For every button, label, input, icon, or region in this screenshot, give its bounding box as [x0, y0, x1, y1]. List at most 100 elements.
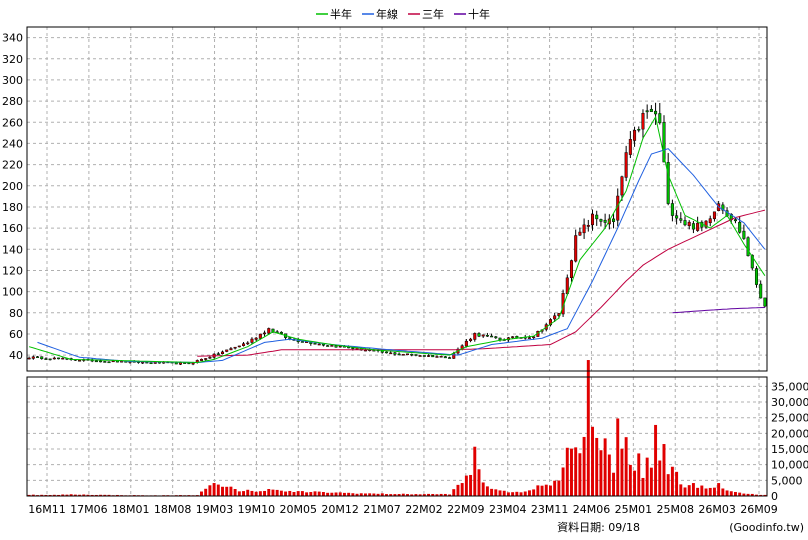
volume-bar	[40, 494, 44, 496]
candle-body	[582, 224, 586, 234]
candle-body	[742, 230, 746, 239]
candle-body	[586, 225, 590, 227]
x-tick-label: 19M03	[196, 503, 234, 516]
volume-bar	[427, 493, 431, 496]
volume-bar	[607, 454, 611, 496]
volume-bar	[258, 491, 262, 496]
candle-body	[527, 337, 531, 339]
candle-body	[233, 346, 237, 349]
x-tick-label: 18M01	[112, 503, 150, 516]
candle-body	[481, 334, 485, 337]
volume-bar	[439, 493, 443, 496]
volume-bar	[742, 493, 746, 496]
candle-body	[620, 176, 624, 196]
candle-body	[216, 353, 220, 355]
candle-body	[628, 139, 632, 155]
volume-bar	[675, 471, 679, 496]
volume-bar	[721, 488, 725, 496]
volume-tick-label: 20,000	[771, 427, 808, 440]
volume-tick-label: 35,000	[771, 380, 808, 393]
volume-bar	[422, 494, 426, 496]
candle-body	[448, 357, 452, 359]
candle-body	[288, 337, 292, 340]
volume-bar	[746, 493, 750, 496]
volume-bar	[557, 480, 561, 496]
volume-bar	[82, 494, 86, 496]
volume-bar	[561, 467, 565, 496]
volume-bar	[696, 487, 700, 496]
volume-bar	[620, 448, 624, 496]
candle-body	[733, 219, 737, 222]
volume-tick-label: 0	[771, 490, 778, 503]
volume-bar	[389, 494, 393, 496]
volume-bar	[99, 494, 103, 496]
volume-bar	[305, 492, 309, 496]
volume-bar	[401, 493, 405, 496]
candle-body	[27, 357, 31, 360]
candle-body	[532, 336, 536, 339]
volume-bar	[515, 491, 519, 496]
candle-body	[439, 355, 443, 358]
legend-label-half: 半年	[330, 7, 352, 21]
x-tick-label: 24M06	[573, 503, 611, 516]
volume-bar	[498, 490, 502, 496]
volume-tick-label: 15,000	[771, 443, 808, 456]
footer-source: (Goodinfo.tw)	[729, 521, 804, 534]
candle-body	[591, 213, 595, 226]
volume-bar	[103, 494, 107, 496]
candle-body	[637, 128, 641, 131]
volume-bar	[204, 488, 208, 496]
volume-bar	[574, 447, 578, 496]
candle-body	[107, 361, 111, 364]
volume-bar	[502, 490, 506, 496]
x-tick-label: 25M01	[615, 503, 653, 516]
volume-tick-label: 10,000	[771, 459, 808, 472]
volume-bar	[250, 490, 254, 496]
price-tick-label: 180	[2, 201, 23, 214]
candle-body	[242, 343, 246, 346]
legend: 半年 年線 三年 十年	[316, 7, 490, 21]
price-tick-label: 260	[2, 116, 23, 129]
volume-bar	[586, 360, 590, 496]
price-tick-label: 160	[2, 222, 23, 235]
candle-body	[111, 360, 115, 363]
candle-body	[321, 343, 325, 346]
volume-bar	[456, 484, 460, 496]
volume-bar	[44, 494, 48, 496]
volume-bar	[683, 487, 687, 496]
volume-bar	[565, 447, 569, 496]
volume-bar	[578, 453, 582, 496]
volume-bar	[712, 487, 716, 496]
candle-body	[78, 359, 82, 362]
volume-bar	[229, 486, 233, 496]
volume-bar	[330, 492, 334, 496]
candle-body	[418, 355, 422, 357]
price-tick-label: 300	[2, 74, 23, 87]
volume-bar	[321, 492, 325, 496]
volume-bar	[338, 492, 342, 496]
volume-bar	[527, 490, 531, 496]
candle-body	[498, 337, 502, 340]
candle-body	[187, 362, 191, 365]
volume-bar	[347, 492, 351, 496]
candle-body	[267, 328, 271, 334]
ma-year-line	[37, 148, 766, 363]
candle-body	[52, 357, 56, 360]
volume-bar	[464, 475, 468, 496]
volume-bar	[443, 493, 447, 496]
volume-bar	[300, 491, 304, 496]
volume-bar	[637, 453, 641, 496]
volume-bar	[658, 460, 662, 496]
candle-body	[410, 353, 414, 356]
candle-body	[595, 214, 599, 220]
candle-body	[696, 222, 700, 231]
volume-bar	[52, 494, 56, 496]
candle-body	[750, 254, 754, 269]
x-tick-label: 18M08	[154, 503, 192, 516]
volume-bar	[687, 485, 691, 496]
candle-body	[94, 360, 98, 363]
candle-body	[494, 336, 498, 339]
volume-bar	[267, 488, 271, 496]
volume-bar	[704, 488, 708, 496]
x-tick-label: 20M12	[321, 503, 359, 516]
